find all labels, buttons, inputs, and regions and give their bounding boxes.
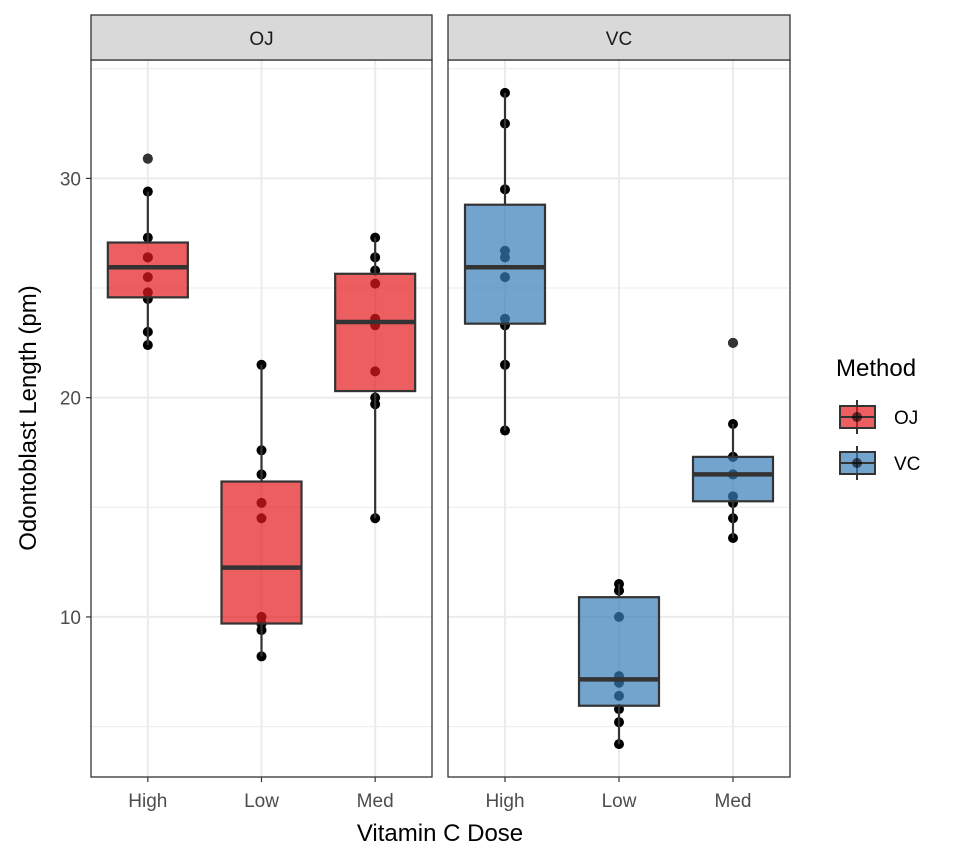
legend-title: Method [836,355,916,382]
x-tick-label: Low [602,791,637,812]
y-tick-label: 20 [60,389,81,410]
box-OJ-Med [334,272,417,393]
legend: Method OJ VC [836,355,920,480]
panel-VC: High Low Med VC [447,14,791,812]
strip-label: VC [606,29,632,50]
strip-label: OJ [249,29,273,50]
strip-VC [447,14,791,61]
y-tick-label: 30 [60,169,81,190]
box-VC-Med [691,455,775,503]
legend-point [852,458,862,468]
y-tick-label: 10 [60,608,81,629]
box-VC-Low [577,596,661,707]
legend-key-VC [839,446,876,480]
panel-OJ: High Low Med OJ [90,14,433,812]
legend-point [852,412,862,422]
strip-OJ [90,14,433,61]
outlier-point [142,153,153,164]
x-tick-label: Med [357,791,394,812]
x-tick-label: High [485,791,524,812]
x-tick-label: Med [715,791,752,812]
box-VC-High [463,203,547,325]
legend-label-OJ: OJ [894,408,918,429]
x-tick-label: Low [244,791,279,812]
legend-label-VC: VC [894,454,920,475]
legend-key-OJ [839,400,876,434]
box-OJ-High [106,241,189,299]
x-axis-title: Vitamin C Dose [357,820,523,847]
x-tick-label: High [128,791,167,812]
box-OJ-Low [220,480,303,625]
y-axis-title: Odontoblast Length (pm) [15,285,42,551]
outlier-point [728,337,738,348]
